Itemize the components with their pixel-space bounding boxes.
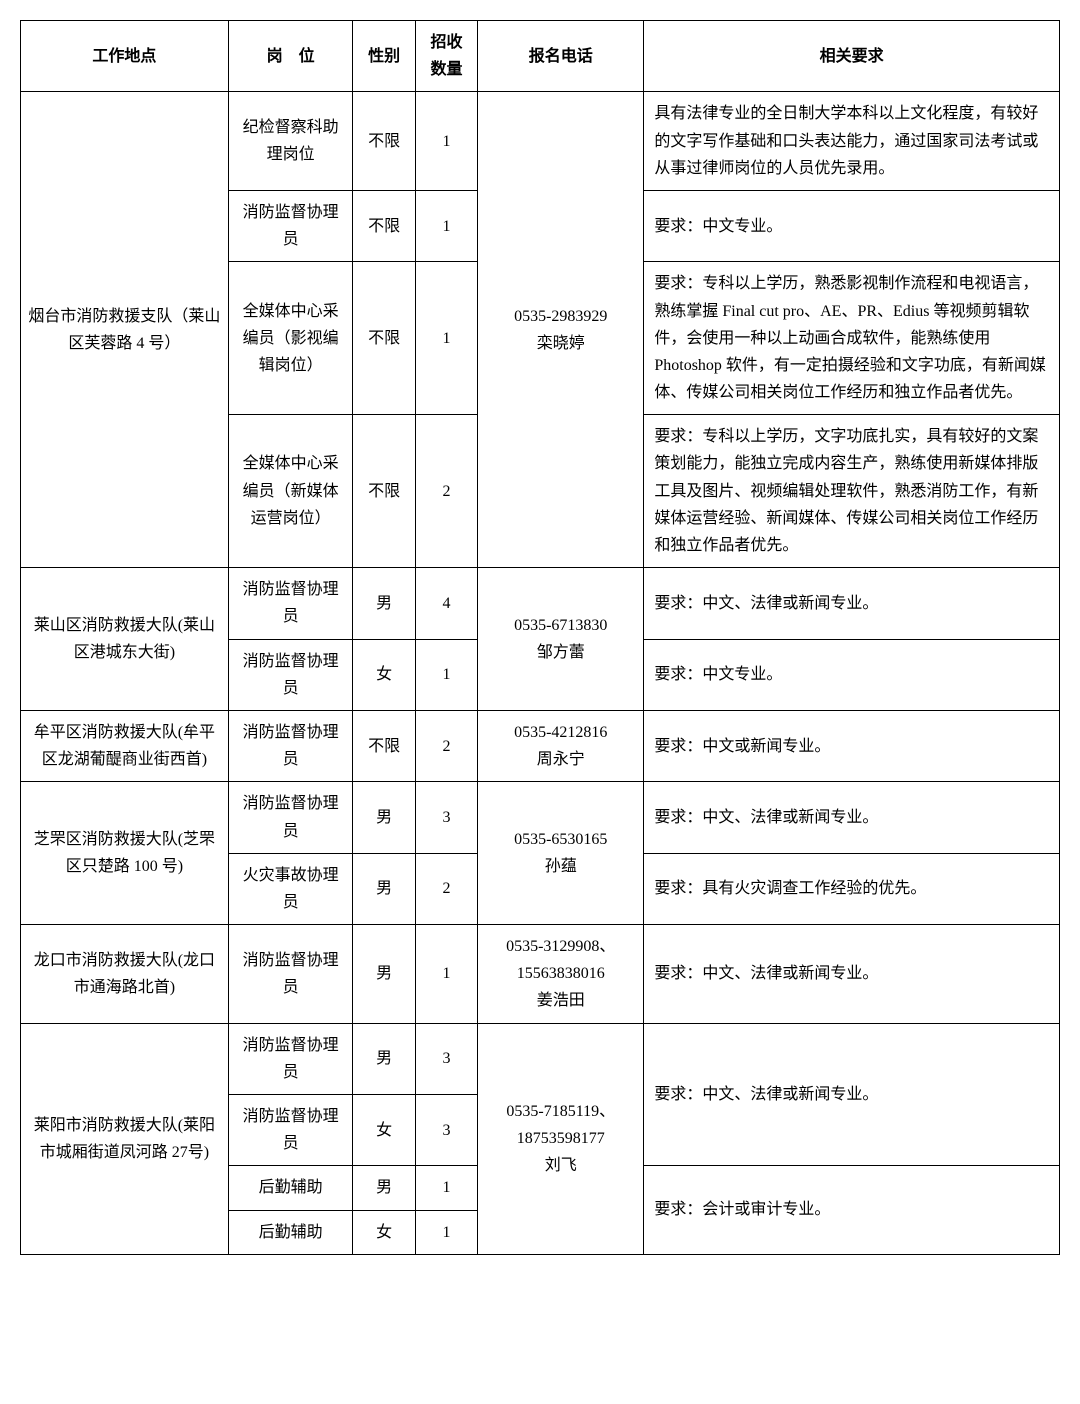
cell-number: 3 xyxy=(415,1095,477,1166)
cell-sex: 女 xyxy=(353,1210,415,1254)
cell-requirement: 要求：中文、法律或新闻专业。 xyxy=(644,1023,1060,1166)
cell-sex: 不限 xyxy=(353,92,415,191)
cell-sex: 男 xyxy=(353,568,415,639)
cell-phone: 0535-3129908、 15563838016 姜浩田 xyxy=(478,925,644,1024)
table-row: 莱山区消防救援大队(莱山区港城东大街)消防监督协理员男40535-6713830… xyxy=(21,568,1060,639)
cell-position: 消防监督协理员 xyxy=(228,782,353,853)
cell-location: 烟台市消防救援支队（莱山区芙蓉路 4 号） xyxy=(21,92,229,568)
col-number: 招收 数量 xyxy=(415,21,477,92)
cell-number: 1 xyxy=(415,639,477,710)
table-header-row: 工作地点 岗 位 性别 招收 数量 报名电话 相关要求 xyxy=(21,21,1060,92)
cell-number: 1 xyxy=(415,190,477,261)
col-phone: 报名电话 xyxy=(478,21,644,92)
cell-number: 1 xyxy=(415,1166,477,1210)
cell-sex: 不限 xyxy=(353,190,415,261)
cell-number: 1 xyxy=(415,1210,477,1254)
cell-number: 1 xyxy=(415,262,477,415)
cell-position: 后勤辅助 xyxy=(228,1210,353,1254)
table-row: 牟平区消防救援大队(牟平区龙湖葡醍商业街西首)消防监督协理员不限20535-42… xyxy=(21,710,1060,781)
cell-number: 3 xyxy=(415,782,477,853)
cell-position: 消防监督协理员 xyxy=(228,1023,353,1094)
cell-position: 消防监督协理员 xyxy=(228,1095,353,1166)
table-row: 龙口市消防救援大队(龙口市通海路北首)消防监督协理员男10535-3129908… xyxy=(21,925,1060,1024)
cell-position: 全媒体中心采编员（影视编辑岗位） xyxy=(228,262,353,415)
cell-requirement: 要求：中文、法律或新闻专业。 xyxy=(644,782,1060,853)
cell-location: 莱阳市消防救援大队(莱阳市城厢街道凤河路 27号) xyxy=(21,1023,229,1254)
cell-requirement: 要求：中文、法律或新闻专业。 xyxy=(644,925,1060,1024)
cell-requirement: 要求：中文专业。 xyxy=(644,639,1060,710)
cell-number: 2 xyxy=(415,415,477,568)
cell-requirement: 要求：具有火灾调查工作经验的优先。 xyxy=(644,853,1060,924)
cell-requirement: 要求：中文专业。 xyxy=(644,190,1060,261)
cell-sex: 女 xyxy=(353,1095,415,1166)
cell-position: 火灾事故协理员 xyxy=(228,853,353,924)
cell-position: 消防监督协理员 xyxy=(228,639,353,710)
cell-requirement: 要求：会计或审计专业。 xyxy=(644,1166,1060,1254)
cell-sex: 不限 xyxy=(353,262,415,415)
cell-location: 芝罘区消防救援大队(芝罘区只楚路 100 号) xyxy=(21,782,229,925)
cell-requirement: 具有法律专业的全日制大学本科以上文化程度，有较好的文字写作基础和口头表达能力，通… xyxy=(644,92,1060,191)
table-row: 芝罘区消防救援大队(芝罘区只楚路 100 号)消防监督协理员男30535-653… xyxy=(21,782,1060,853)
col-sex: 性别 xyxy=(353,21,415,92)
col-position: 岗 位 xyxy=(228,21,353,92)
cell-requirement: 要求：中文、法律或新闻专业。 xyxy=(644,568,1060,639)
cell-location: 龙口市消防救援大队(龙口市通海路北首) xyxy=(21,925,229,1024)
cell-sex: 男 xyxy=(353,853,415,924)
cell-number: 1 xyxy=(415,92,477,191)
cell-phone: 0535-2983929 栾晓婷 xyxy=(478,92,644,568)
cell-sex: 不限 xyxy=(353,710,415,781)
cell-position: 全媒体中心采编员（新媒体运营岗位） xyxy=(228,415,353,568)
cell-requirement: 要求：专科以上学历，熟悉影视制作流程和电视语言，熟练掌握 Final cut p… xyxy=(644,262,1060,415)
cell-number: 3 xyxy=(415,1023,477,1094)
cell-sex: 女 xyxy=(353,639,415,710)
cell-position: 消防监督协理员 xyxy=(228,710,353,781)
cell-position: 纪检督察科助理岗位 xyxy=(228,92,353,191)
cell-requirement: 要求：专科以上学历，文字功底扎实，具有较好的文案策划能力，能独立完成内容生产，熟… xyxy=(644,415,1060,568)
cell-phone: 0535-6530165 孙蕴 xyxy=(478,782,644,925)
cell-number: 2 xyxy=(415,853,477,924)
cell-number: 2 xyxy=(415,710,477,781)
cell-position: 消防监督协理员 xyxy=(228,568,353,639)
cell-number: 4 xyxy=(415,568,477,639)
table-row: 莱阳市消防救援大队(莱阳市城厢街道凤河路 27号)消防监督协理员男30535-7… xyxy=(21,1023,1060,1094)
cell-phone: 0535-6713830 邹方蕾 xyxy=(478,568,644,711)
cell-sex: 男 xyxy=(353,1166,415,1210)
cell-location: 莱山区消防救援大队(莱山区港城东大街) xyxy=(21,568,229,711)
cell-sex: 男 xyxy=(353,925,415,1024)
cell-phone: 0535-4212816 周永宁 xyxy=(478,710,644,781)
cell-sex: 男 xyxy=(353,782,415,853)
cell-position: 后勤辅助 xyxy=(228,1166,353,1210)
cell-phone: 0535-7185119、 18753598177 刘飞 xyxy=(478,1023,644,1254)
cell-requirement: 要求：中文或新闻专业。 xyxy=(644,710,1060,781)
cell-position: 消防监督协理员 xyxy=(228,190,353,261)
cell-number: 1 xyxy=(415,925,477,1024)
cell-position: 消防监督协理员 xyxy=(228,925,353,1024)
table-row: 烟台市消防救援支队（莱山区芙蓉路 4 号）纪检督察科助理岗位不限10535-29… xyxy=(21,92,1060,191)
recruitment-table: 工作地点 岗 位 性别 招收 数量 报名电话 相关要求 烟台市消防救援支队（莱山… xyxy=(20,20,1060,1255)
col-requirement: 相关要求 xyxy=(644,21,1060,92)
cell-sex: 不限 xyxy=(353,415,415,568)
cell-location: 牟平区消防救援大队(牟平区龙湖葡醍商业街西首) xyxy=(21,710,229,781)
col-location: 工作地点 xyxy=(21,21,229,92)
cell-sex: 男 xyxy=(353,1023,415,1094)
